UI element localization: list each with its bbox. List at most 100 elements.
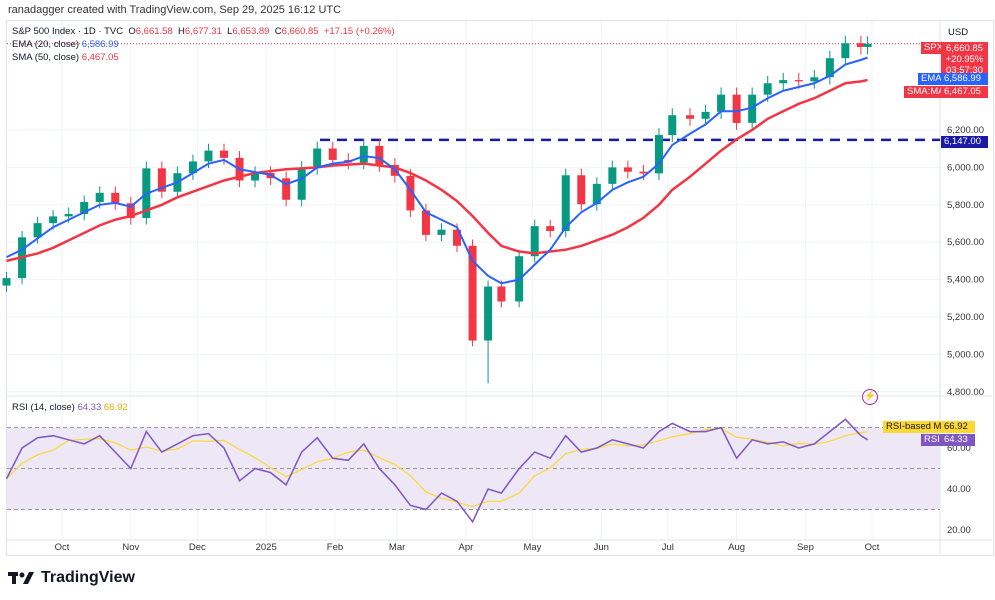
currency-label[interactable]: USD <box>948 27 969 38</box>
candle <box>313 148 322 168</box>
ema-price-tag: 6,586.99 <box>941 73 988 85</box>
candle <box>748 94 757 123</box>
candle <box>810 77 819 82</box>
high-value: 6,677.31 <box>184 26 222 37</box>
spx-price-tag: 6,660.85 +20.95% 03:57:30 <box>941 42 988 77</box>
candle <box>484 286 493 341</box>
low-label: L <box>227 26 233 37</box>
candle <box>654 135 663 174</box>
candle <box>825 58 834 78</box>
candle <box>577 175 586 205</box>
price-tick-label: 5,000.00 <box>947 349 984 360</box>
sma-value: 6,467.05 <box>81 52 119 63</box>
candle <box>188 161 197 174</box>
candle <box>437 229 446 235</box>
close-value: 6,660.85 <box>281 26 319 37</box>
candle <box>126 203 135 219</box>
price-tick-label: 6,000.00 <box>947 162 984 173</box>
time-tick-label: Sep <box>797 542 814 553</box>
candle <box>2 278 11 286</box>
time-tick-label: 2025 <box>256 542 277 553</box>
ema-tag: EMA <box>918 73 945 85</box>
rsi-ma-line <box>6 427 868 508</box>
time-tick-label: Oct <box>865 542 880 553</box>
sma-legend[interactable]: SMA (50, close) 6,467.05 <box>12 51 395 64</box>
lightning-icon[interactable]: ⚡ <box>862 389 878 405</box>
ema-value: 6,586.99 <box>81 39 119 50</box>
time-tick-label: May <box>523 542 541 553</box>
rsi-label: RSI (14, close) <box>12 402 75 413</box>
rsi-tick-label: 40.00 <box>947 484 971 495</box>
candle <box>328 148 337 160</box>
candle <box>856 43 865 47</box>
time-tick-label: Jul <box>662 542 674 553</box>
time-tick-label: Jun <box>594 542 609 553</box>
spx-price: 6,660.85 <box>946 43 983 54</box>
candle <box>204 150 213 162</box>
bar-countdown: 03:57:30 <box>946 65 983 76</box>
time-tick-label: Mar <box>389 542 405 553</box>
candle <box>157 168 166 192</box>
close-label: C <box>274 26 282 37</box>
candle <box>779 80 788 84</box>
chart-credit: ranadagger created with TradingView.com,… <box>8 4 342 16</box>
price-tick-label: 4,800.00 <box>947 387 984 398</box>
candle <box>561 175 570 231</box>
sma-price-tag: 6,467.05 <box>941 86 988 98</box>
candle <box>359 145 368 163</box>
candle <box>251 173 260 181</box>
sma-50-line <box>6 78 868 263</box>
ohlc-legend: S&P 500 Index · 1D · TVC O6,661.58 H6,67… <box>12 25 395 38</box>
open-value: 6,661.58 <box>135 26 173 37</box>
symbol-label[interactable]: S&P 500 Index · 1D · TVC <box>12 26 124 37</box>
candle <box>111 192 120 204</box>
candle <box>732 94 741 123</box>
candle <box>64 213 73 217</box>
time-tick-label: Oct <box>55 542 70 553</box>
candle <box>546 226 555 231</box>
rsi-ma-tag: RSI-based MA <box>883 421 951 433</box>
candle <box>763 83 772 95</box>
rsi-tick-label: 60.00 <box>947 443 971 454</box>
candle <box>608 167 617 184</box>
rsi-tick-label: 20.00 <box>947 525 971 536</box>
candle <box>841 43 850 59</box>
time-tick-label: Dec <box>189 542 206 553</box>
candle <box>95 192 104 202</box>
candle <box>639 171 648 174</box>
rsi-value-tag: 64.33 <box>941 434 975 446</box>
candle <box>468 245 477 341</box>
sma-label: SMA (50, close) <box>12 52 80 63</box>
open-label: O <box>128 26 136 37</box>
candle <box>282 178 291 200</box>
ema-20-line <box>6 56 868 285</box>
time-tick-label: Feb <box>327 542 343 553</box>
time-tick-label: Apr <box>458 542 473 553</box>
ema-label: EMA (20, close) <box>12 39 80 50</box>
candle <box>49 216 58 224</box>
ema-legend[interactable]: EMA (20, close) 6,586.99 <box>12 38 395 51</box>
candle <box>406 175 415 211</box>
tradingview-logo: TradingView <box>8 569 135 587</box>
time-tick-label: Nov <box>122 542 139 553</box>
spx-change: +20.95% <box>945 54 984 65</box>
sma-tag: SMA:MA <box>904 86 948 98</box>
candle <box>33 223 42 238</box>
chart-legend: S&P 500 Index · 1D · TVC O6,661.58 H6,67… <box>12 25 395 64</box>
price-tick-label: 5,800.00 <box>947 200 984 211</box>
rsi-legend[interactable]: RSI (14, close) 64.33 66.92 <box>12 402 128 413</box>
candle <box>530 226 539 257</box>
high-label: H <box>178 26 185 37</box>
candle <box>686 115 695 119</box>
spx-tag: SPX <box>921 42 947 54</box>
rsi-tag: RSI <box>921 434 943 446</box>
change-value: +17.15 (+0.26%) <box>323 26 395 37</box>
price-tick-label: 5,400.00 <box>947 275 984 286</box>
low-value: 6,653.89 <box>232 26 270 37</box>
candle <box>375 145 384 165</box>
price-tick-label: 5,600.00 <box>947 237 984 248</box>
price-tick-label: 5,200.00 <box>947 312 984 323</box>
candle <box>863 43 872 47</box>
candle <box>668 115 677 136</box>
